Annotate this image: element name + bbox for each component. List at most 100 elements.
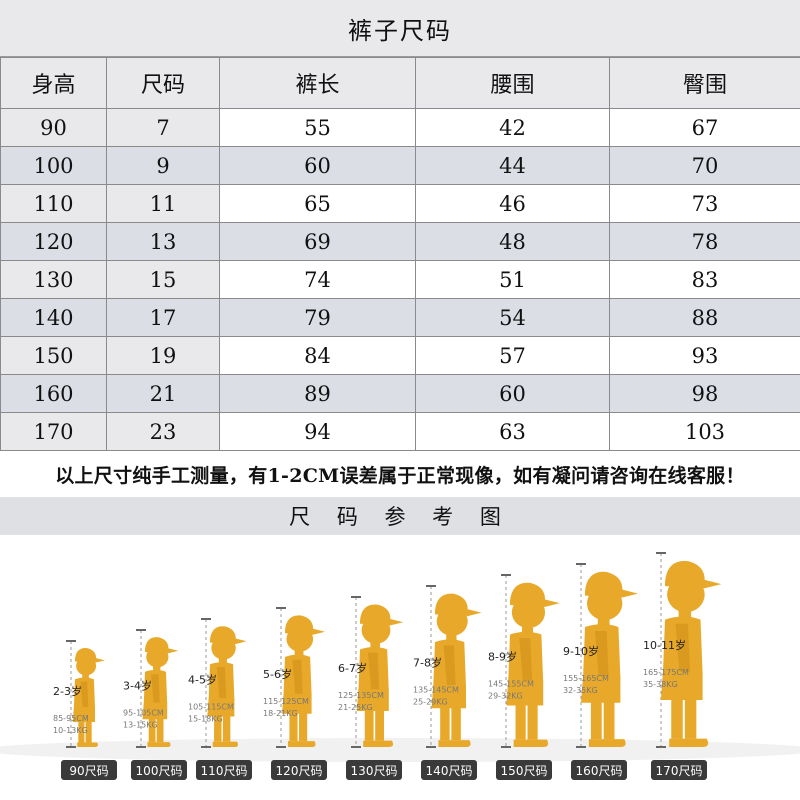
table-row: 170 23 94 63 103 (0, 412, 800, 451)
cell-waist: 60 (415, 374, 610, 413)
cell-height: 130 (0, 260, 107, 299)
cell-hip: 73 (609, 184, 800, 223)
weight-range-label: 18-21KG (263, 709, 298, 718)
age-label: 4-5岁 (188, 673, 217, 687)
table-row: 150 19 84 57 93 (0, 336, 800, 375)
table-row: 120 13 69 48 78 (0, 222, 800, 261)
cell-waist: 48 (415, 222, 610, 261)
cell-height: 170 (0, 412, 107, 451)
table-row: 90 7 55 42 67 (0, 108, 800, 147)
size-tag (271, 760, 327, 780)
weight-range-label: 25-29KG (413, 697, 448, 706)
size-tag-label: 130尺码 (351, 764, 398, 778)
cell-waist: 46 (415, 184, 610, 223)
height-range-label: 145-155CM (488, 680, 534, 689)
measurement-note: 以上尺寸纯手工测量，有1-2CM误差属于正常现像，如有凝问请咨询在线客服！ (55, 464, 745, 487)
weight-range-label: 32-35KG (563, 686, 598, 695)
cell-waist: 57 (415, 336, 610, 375)
cell-hip: 98 (609, 374, 800, 413)
cell-size: 19 (106, 336, 220, 375)
header-hip: 臀围 (609, 57, 800, 109)
weight-range-label: 13-15KG (123, 720, 158, 729)
cell-pants-length: 89 (219, 374, 416, 413)
height-range-label: 165-175CM (643, 668, 689, 677)
cell-pants-length: 55 (219, 108, 416, 147)
height-range-label: 135-145CM (413, 685, 459, 694)
age-label: 9-10岁 (563, 644, 599, 658)
height-range-label: 95-105CM (123, 708, 164, 717)
size-tag (196, 760, 252, 780)
cell-pants-length: 79 (219, 298, 416, 337)
cell-waist: 54 (415, 298, 610, 337)
cell-pants-length: 84 (219, 336, 416, 375)
cell-height: 160 (0, 374, 107, 413)
header-size: 尺码 (106, 57, 220, 109)
table-row: 130 15 74 51 83 (0, 260, 800, 299)
cell-hip: 93 (609, 336, 800, 375)
child-silhouette (142, 637, 179, 747)
cell-hip: 88 (609, 298, 800, 337)
cell-height: 90 (0, 108, 107, 147)
child-figure: 3-4岁 95-105CM 13-15KG 100尺码 (123, 629, 187, 780)
header-height: 身高 (0, 57, 107, 109)
child-silhouette (581, 571, 639, 747)
cell-size: 17 (106, 298, 220, 337)
size-tag-label: 110尺码 (201, 764, 248, 778)
cell-height: 100 (0, 146, 107, 185)
height-range-label: 85-95CM (53, 714, 89, 723)
cell-waist: 42 (415, 108, 610, 147)
child-figure: 9-10岁 155-165CM 32-35KG 160尺码 (563, 563, 639, 780)
age-label: 8-9岁 (488, 650, 517, 664)
child-figure: 2-3岁 85-95CM 10-13KG 90尺码 (53, 640, 117, 780)
header-row: 身高 尺码 裤长 腰围 臀围 (0, 57, 800, 109)
size-table: 身高 尺码 裤长 腰围 臀围 90 7 55 42 67 100 9 60 44 70 110 11 6… (0, 57, 800, 451)
cell-height: 150 (0, 336, 107, 375)
size-tag (421, 760, 477, 780)
child-silhouette (207, 626, 247, 747)
cell-size: 11 (106, 184, 220, 223)
weight-range-label: 35-38KG (643, 680, 678, 689)
cell-hip: 83 (609, 260, 800, 299)
weight-range-label: 10-13KG (53, 726, 88, 735)
cell-hip: 103 (609, 412, 800, 451)
table-row: 100 9 60 44 70 (0, 146, 800, 185)
cell-waist: 63 (415, 412, 610, 451)
size-tag-label: 160尺码 (576, 764, 623, 778)
size-tag-label: 90尺码 (69, 764, 108, 778)
cell-height: 110 (0, 184, 107, 223)
weight-range-label: 21-25KG (338, 703, 373, 712)
size-tag (346, 760, 402, 780)
cell-size: 7 (106, 108, 220, 147)
cell-pants-length: 60 (219, 146, 416, 185)
size-reference-illustration: 2-3岁 85-95CM 10-13KG 90尺码 3-4岁 95-105CM 13-15K… (0, 552, 800, 780)
child-figure: 8-9岁 145-155CM 29-32KG 150尺码 (488, 574, 560, 780)
table-title: 裤子尺码 (0, 0, 800, 57)
cell-hip: 67 (609, 108, 800, 147)
child-silhouette (660, 560, 722, 747)
cell-waist: 51 (415, 260, 610, 299)
cell-size: 23 (106, 412, 220, 451)
height-range-label: 105-115CM (188, 703, 234, 712)
size-tag (571, 760, 627, 780)
child-silhouette (431, 593, 482, 747)
size-tag (496, 760, 552, 780)
child-silhouette (356, 604, 404, 747)
size-tag-label: 170尺码 (656, 764, 703, 778)
age-label: 3-4岁 (123, 678, 152, 692)
table-row: 140 17 79 54 88 (0, 298, 800, 337)
cell-height: 120 (0, 222, 107, 261)
weight-range-label: 15-18KG (188, 715, 223, 724)
table-row: 110 11 65 46 73 (0, 184, 800, 223)
child-figure: 10-11岁 165-175CM 35-38KG 170尺码 (643, 552, 722, 780)
child-figure: 4-5岁 105-115CM 15-18KG 110尺码 (188, 618, 252, 780)
cell-hip: 70 (609, 146, 800, 185)
height-range-label: 155-165CM (563, 674, 609, 683)
child-silhouette (506, 582, 560, 747)
child-figure: 7-8岁 135-145CM 25-29KG 140尺码 (413, 585, 482, 780)
child-figure: 5-6岁 115-125CM 18-21KG 120尺码 (263, 607, 327, 780)
cell-pants-length: 65 (219, 184, 416, 223)
size-tag (651, 760, 707, 780)
cell-pants-length: 69 (219, 222, 416, 261)
header-waist: 腰围 (415, 57, 610, 109)
size-tag-label: 140尺码 (426, 764, 473, 778)
